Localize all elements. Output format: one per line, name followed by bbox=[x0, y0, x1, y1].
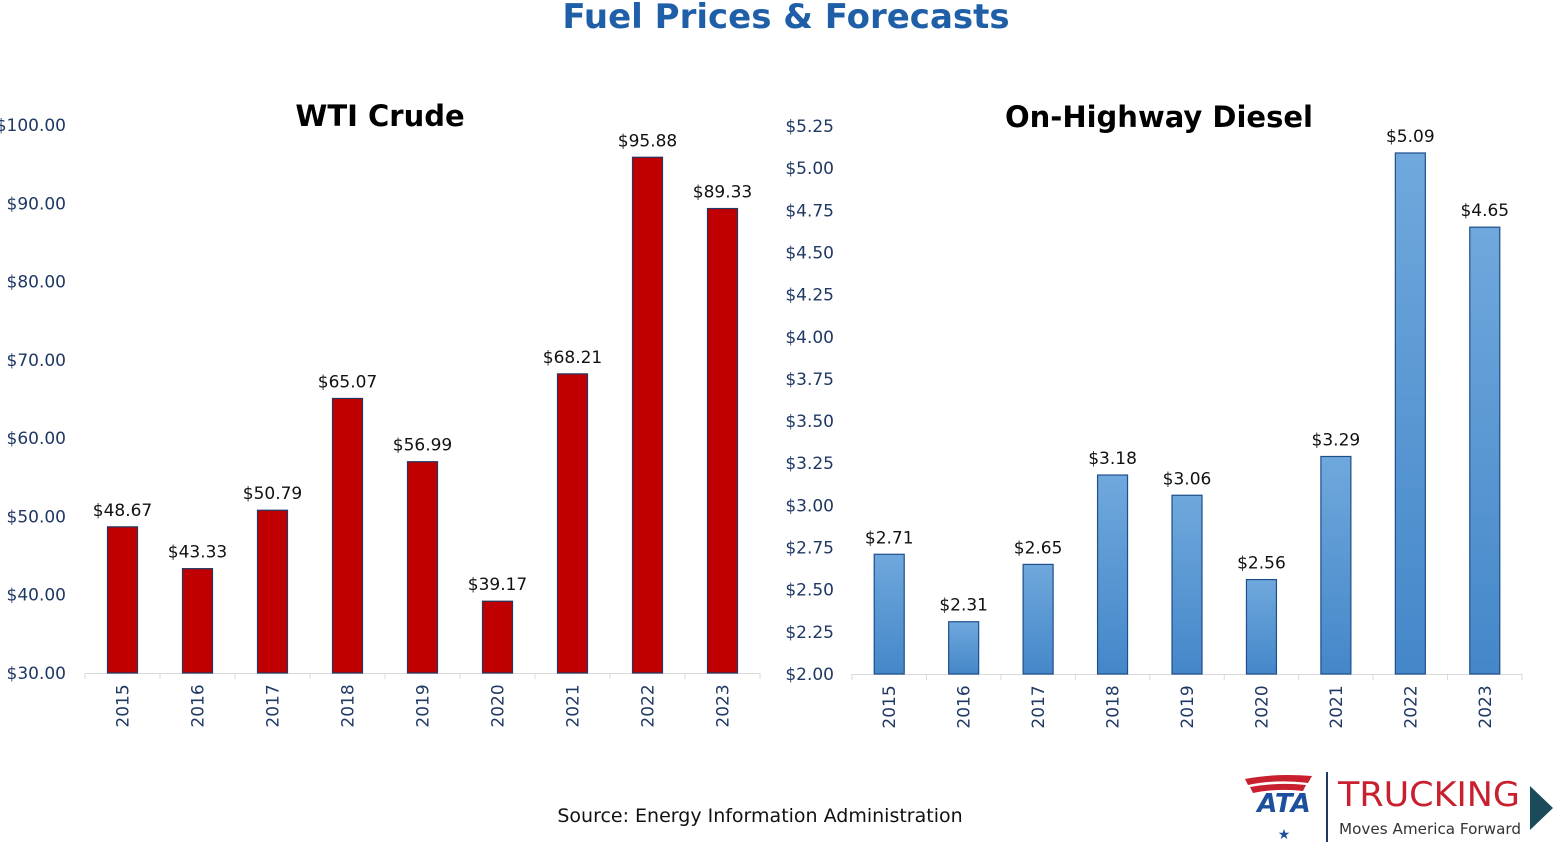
x-tick-label: 2017 bbox=[264, 684, 284, 727]
y-tick-label: $90.00 bbox=[7, 194, 66, 214]
ata-logo-text: ATA bbox=[1255, 789, 1310, 819]
data-label: $56.99 bbox=[393, 436, 452, 456]
x-tick-label: 2023 bbox=[714, 684, 734, 727]
chart-title: On-Highway Diesel bbox=[1005, 100, 1313, 134]
data-label: $3.29 bbox=[1312, 430, 1361, 450]
x-tick-label: 2016 bbox=[189, 684, 209, 727]
bar-2017 bbox=[256, 509, 289, 674]
bar-2019 bbox=[1171, 494, 1203, 675]
x-tick-label: 2021 bbox=[564, 684, 584, 727]
bar-2021 bbox=[556, 373, 589, 674]
data-label: $43.33 bbox=[168, 543, 227, 563]
logo-tagline: Moves America Forward bbox=[1339, 820, 1521, 838]
bar-2016 bbox=[948, 621, 980, 675]
bar-2016 bbox=[181, 568, 214, 674]
bar-2023 bbox=[1469, 226, 1501, 675]
data-label: $2.71 bbox=[865, 528, 914, 548]
bar-2019 bbox=[406, 461, 439, 674]
x-tick-label: 2019 bbox=[414, 684, 434, 727]
star-icon: ★ bbox=[1278, 827, 1291, 843]
bar-2020 bbox=[481, 600, 514, 674]
y-tick-label: $2.00 bbox=[785, 665, 834, 685]
y-tick-label: $3.25 bbox=[785, 454, 834, 474]
y-tick-label: $4.25 bbox=[785, 286, 834, 306]
x-tick-label: 2021 bbox=[1327, 685, 1347, 728]
page-title: Fuel Prices & Forecasts bbox=[562, 0, 1009, 37]
data-label: $3.06 bbox=[1163, 469, 1212, 489]
data-label: $2.31 bbox=[939, 596, 988, 616]
y-tick-label: $80.00 bbox=[7, 273, 66, 293]
x-tick-label: 2015 bbox=[114, 684, 134, 727]
x-tick-label: 2020 bbox=[489, 684, 509, 727]
source-note: Source: Energy Information Administratio… bbox=[557, 805, 962, 827]
x-tick-label: 2023 bbox=[1476, 685, 1496, 728]
y-tick-label: $30.00 bbox=[7, 664, 66, 684]
y-tick-label: $100.00 bbox=[0, 116, 66, 136]
data-label: $5.09 bbox=[1386, 127, 1435, 147]
logo-brand: TRUCKING bbox=[1337, 775, 1520, 815]
x-tick-label: 2018 bbox=[1104, 685, 1124, 728]
data-label: $4.65 bbox=[1460, 201, 1509, 221]
x-tick-label: 2020 bbox=[1252, 685, 1272, 728]
x-tick-label: 2015 bbox=[880, 685, 900, 728]
y-tick-label: $2.25 bbox=[785, 623, 834, 643]
y-tick-label: $5.25 bbox=[785, 117, 834, 137]
bar-2018 bbox=[331, 397, 364, 674]
data-label: $95.88 bbox=[618, 131, 677, 151]
x-tick-label: 2016 bbox=[955, 685, 975, 728]
x-tick-label: 2022 bbox=[1401, 685, 1421, 728]
data-label: $2.56 bbox=[1237, 554, 1286, 574]
chart-wti-crude: WTI Crude $30.00 $40.00 $50.00 $60.00 $70.00 $… bbox=[0, 99, 761, 728]
bar-2015 bbox=[106, 526, 139, 674]
bar-2018 bbox=[1096, 474, 1129, 675]
bar-2021 bbox=[1320, 455, 1352, 675]
y-tick-label: $4.75 bbox=[785, 201, 834, 221]
chart-diesel: On-Highway Diesel $2.00 $2.25 $2.50 $2.75 $3.… bbox=[785, 100, 1523, 729]
bar-2015 bbox=[873, 553, 905, 675]
y-tick-label: $50.00 bbox=[7, 507, 66, 527]
data-label: $39.17 bbox=[468, 575, 527, 595]
y-tick-label: $4.00 bbox=[785, 328, 834, 348]
data-label: $2.65 bbox=[1014, 538, 1063, 558]
y-tick-label: $3.75 bbox=[785, 370, 834, 390]
data-label: $3.18 bbox=[1088, 449, 1137, 469]
x-tick-label: 2019 bbox=[1178, 685, 1198, 728]
data-label: $65.07 bbox=[318, 372, 377, 392]
ata-logo: ATA ★ TRUCKING Moves America Forward bbox=[1245, 772, 1553, 843]
y-tick-label: $70.00 bbox=[7, 351, 66, 371]
data-label: $50.79 bbox=[243, 484, 302, 504]
data-label: $68.21 bbox=[543, 348, 602, 368]
y-tick-label: $4.50 bbox=[785, 243, 834, 263]
bar-2022 bbox=[1394, 152, 1426, 675]
y-tick-label: $2.50 bbox=[785, 581, 834, 601]
x-tick-label: 2017 bbox=[1029, 685, 1049, 728]
y-tick-label: $40.00 bbox=[7, 586, 66, 606]
y-tick-label: $60.00 bbox=[7, 429, 66, 449]
bar-2017 bbox=[1022, 563, 1054, 675]
chart-title: WTI Crude bbox=[295, 99, 464, 133]
y-tick-label: $2.75 bbox=[785, 539, 834, 559]
x-tick-label: 2022 bbox=[639, 684, 659, 727]
data-label: $48.67 bbox=[93, 501, 152, 521]
y-tick-label: $3.50 bbox=[785, 412, 834, 432]
data-label: $89.33 bbox=[693, 183, 752, 203]
y-tick-label: $3.00 bbox=[785, 496, 834, 516]
x-tick-label: 2018 bbox=[339, 684, 359, 727]
bar-2020 bbox=[1245, 578, 1278, 675]
bar-2023 bbox=[706, 207, 739, 674]
arrow-icon bbox=[1530, 786, 1553, 830]
y-tick-label: $5.00 bbox=[785, 159, 834, 179]
bar-2022 bbox=[631, 156, 664, 674]
